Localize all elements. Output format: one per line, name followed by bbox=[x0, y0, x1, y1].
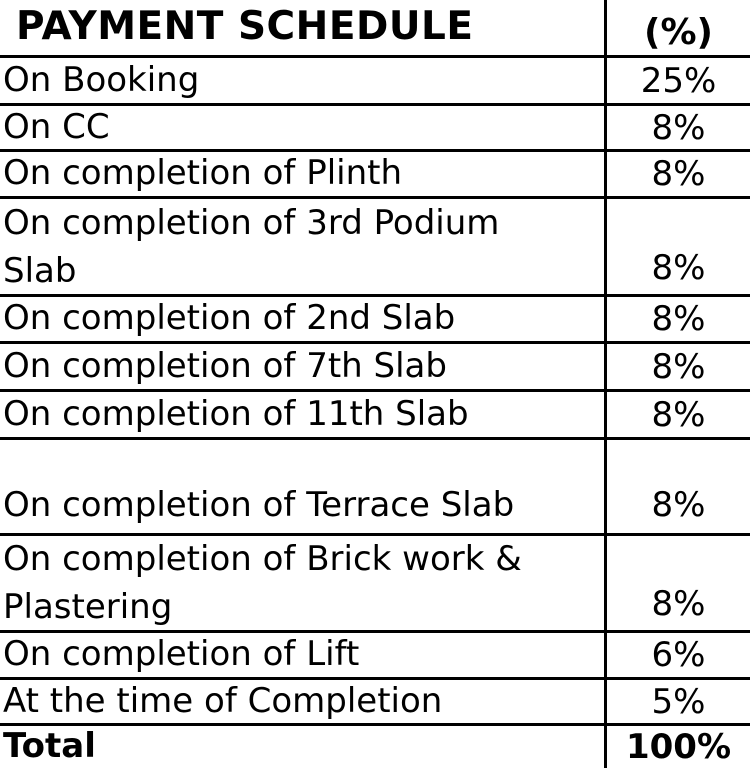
row-value: 8% bbox=[651, 299, 706, 339]
table-row: On completion of 2nd Slab 8% bbox=[0, 294, 750, 341]
row-label-text: On completion of Plinth bbox=[3, 153, 403, 194]
table-row: On Booking 25% bbox=[0, 55, 750, 103]
table-row: On completion of Lift 6% bbox=[0, 630, 750, 677]
table-row: On CC 8% bbox=[0, 103, 750, 149]
table-row: On completion of 7th Slab 8% bbox=[0, 341, 750, 389]
row-value: 100% bbox=[625, 727, 732, 767]
row-value: 6% bbox=[651, 635, 706, 675]
row-label: On completion of Brick work & Plastering bbox=[0, 536, 607, 630]
row-value: 8% bbox=[651, 485, 706, 525]
table-body: On Booking 25% On CC 8% On completion of… bbox=[0, 55, 750, 768]
row-label-text: On completion of 3rd Podium Slab bbox=[3, 202, 500, 291]
row-label: On completion of 3rd Podium Slab bbox=[0, 199, 607, 294]
row-label-text: At the time of Completion bbox=[3, 680, 443, 721]
row-label: On completion of 7th Slab bbox=[0, 344, 607, 389]
row-label: At the time of Completion bbox=[0, 680, 607, 723]
table-row: Total 100% bbox=[0, 723, 750, 768]
row-label: On completion of Plinth bbox=[0, 152, 607, 196]
row-value: 5% bbox=[651, 681, 706, 722]
row-label-text: On completion of 7th Slab bbox=[3, 345, 447, 386]
row-label: On Booking bbox=[0, 58, 607, 103]
row-label-text: On completion of 2nd Slab bbox=[3, 298, 456, 339]
row-label: On completion of Lift bbox=[0, 633, 607, 677]
table-header-row: PAYMENT SCHEDULE (%) bbox=[0, 0, 750, 55]
percent-column-header: (%) bbox=[644, 12, 713, 53]
row-label-text: On completion of 11th Slab bbox=[3, 393, 469, 434]
row-label-text: On completion of Brick work & Plastering bbox=[3, 539, 522, 627]
row-label-text: On completion of Lift bbox=[3, 634, 360, 675]
table-title: PAYMENT SCHEDULE bbox=[0, 0, 607, 55]
row-label: On completion of 11th Slab bbox=[0, 392, 607, 437]
row-label: On completion of Terrace Slab bbox=[0, 440, 607, 533]
row-value: 8% bbox=[651, 394, 706, 435]
row-value: 8% bbox=[651, 346, 706, 387]
row-value: 8% bbox=[651, 248, 706, 288]
row-label-text: On CC bbox=[3, 106, 110, 147]
row-label-text: Total bbox=[3, 726, 96, 767]
row-label: Total bbox=[0, 726, 607, 768]
row-label: On completion of 2nd Slab bbox=[0, 297, 607, 341]
row-label: On CC bbox=[0, 106, 607, 149]
table-row: On completion of 11th Slab 8% bbox=[0, 389, 750, 437]
row-value: 8% bbox=[651, 154, 706, 194]
row-value: 25% bbox=[640, 60, 717, 101]
row-value: 8% bbox=[651, 107, 706, 148]
table-row: On completion of 3rd Podium Slab 8% bbox=[0, 196, 750, 294]
table-row: On completion of Terrace Slab 8% bbox=[0, 437, 750, 533]
row-label-text: On Booking bbox=[3, 59, 200, 100]
table-row: On completion of Brick work & Plastering… bbox=[0, 533, 750, 630]
table-row: On completion of Plinth 8% bbox=[0, 149, 750, 196]
table-row: At the time of Completion 5% bbox=[0, 677, 750, 723]
row-value: 8% bbox=[651, 584, 706, 624]
row-label-text: On completion of Terrace Slab bbox=[3, 484, 515, 525]
